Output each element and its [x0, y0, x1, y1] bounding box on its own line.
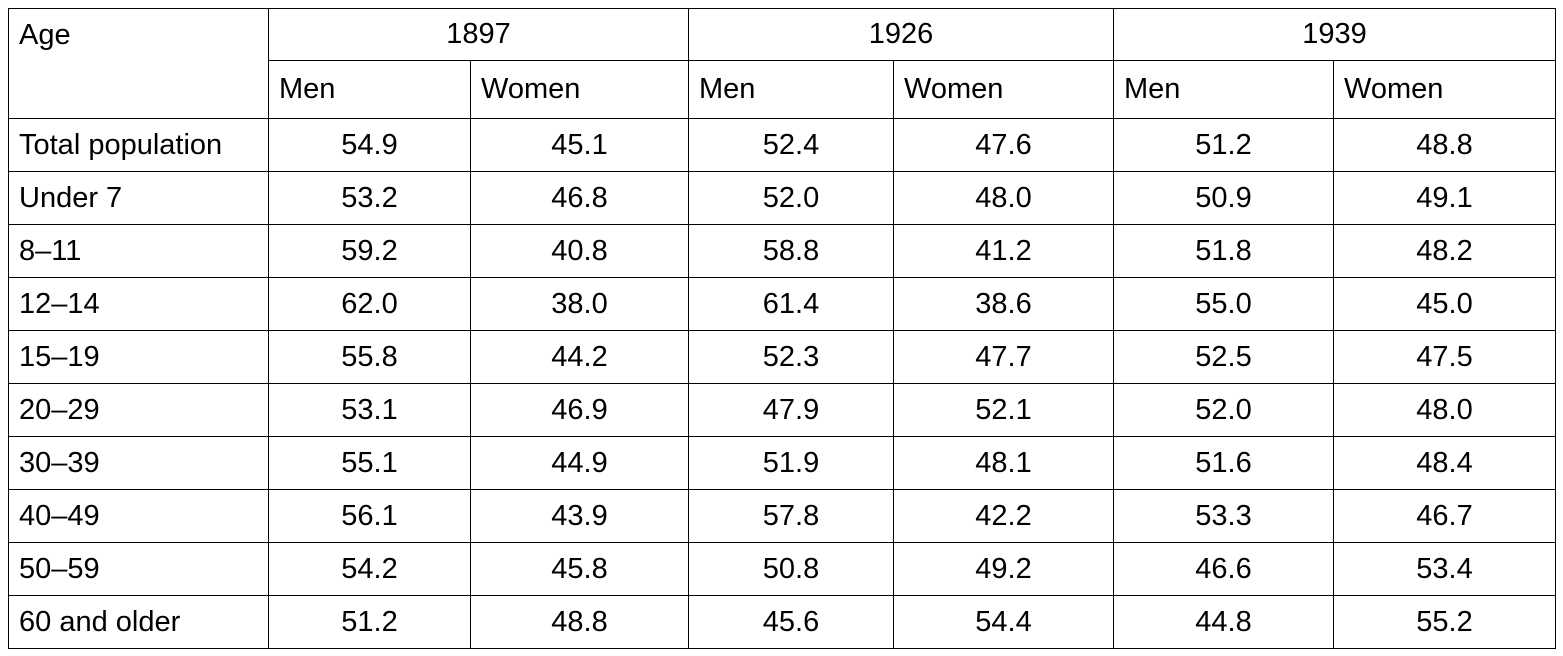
cell-value: 51.8: [1113, 224, 1334, 278]
cell-value: 41.2: [893, 224, 1114, 278]
cell-value: 52.0: [688, 171, 894, 225]
data-row: 30–39 55.1 44.9 51.9 48.1 51.6 48.4: [8, 436, 1556, 490]
row-label: 8–11: [8, 224, 269, 278]
cell-value: 46.6: [1113, 542, 1334, 596]
cell-value: 44.9: [470, 436, 689, 490]
row-label: 20–29: [8, 383, 269, 437]
row-label: 40–49: [8, 489, 269, 543]
row-label: 15–19: [8, 330, 269, 384]
row-label: Total population: [8, 118, 269, 172]
cell-value: 46.8: [470, 171, 689, 225]
cell-value: 51.2: [268, 595, 471, 649]
cell-value: 40.8: [470, 224, 689, 278]
cell-value: 54.9: [268, 118, 471, 172]
cell-value: 45.8: [470, 542, 689, 596]
cell-value: 48.2: [1333, 224, 1556, 278]
data-row: 12–14 62.0 38.0 61.4 38.6 55.0 45.0: [8, 277, 1556, 331]
cell-value: 51.9: [688, 436, 894, 490]
cell-value: 61.4: [688, 277, 894, 331]
header-row: Age 1897 1926 1939: [8, 8, 1556, 119]
row-label: 30–39: [8, 436, 269, 490]
data-row: 15–19 55.8 44.2 52.3 47.7 52.5 47.5: [8, 330, 1556, 384]
data-row: Under 7 53.2 46.8 52.0 48.0 50.9 49.1: [8, 171, 1556, 225]
cell-value: 55.2: [1333, 595, 1556, 649]
cell-value: 45.6: [688, 595, 894, 649]
sex-header: Men: [1113, 60, 1334, 119]
data-row: 60 and older 51.2 48.8 45.6 54.4 44.8 55.2: [8, 595, 1556, 649]
cell-value: 42.2: [893, 489, 1114, 543]
cell-value: 45.0: [1333, 277, 1556, 331]
cell-value: 47.7: [893, 330, 1114, 384]
cell-value: 51.6: [1113, 436, 1334, 490]
cell-value: 48.8: [1333, 118, 1556, 172]
cell-value: 38.0: [470, 277, 689, 331]
row-label: 50–59: [8, 542, 269, 596]
cell-value: 46.7: [1333, 489, 1556, 543]
cell-value: 53.4: [1333, 542, 1556, 596]
row-label: 12–14: [8, 277, 269, 331]
cell-value: 48.0: [1333, 383, 1556, 437]
data-row: 40–49 56.1 43.9 57.8 42.2 53.3 46.7: [8, 489, 1556, 543]
data-row: 20–29 53.1 46.9 47.9 52.1 52.0 48.0: [8, 383, 1556, 437]
cell-value: 52.3: [688, 330, 894, 384]
cell-value: 46.9: [470, 383, 689, 437]
cell-value: 55.8: [268, 330, 471, 384]
cell-value: 44.2: [470, 330, 689, 384]
table-body: Age 1897 1926 1939 Men Women Men Women Men Wome…: [8, 8, 1556, 649]
cell-value: 47.6: [893, 118, 1114, 172]
cell-value: 48.4: [1333, 436, 1556, 490]
row-label: Under 7: [8, 171, 269, 225]
cell-value: 50.9: [1113, 171, 1334, 225]
cell-value: 49.1: [1333, 171, 1556, 225]
cell-value: 43.9: [470, 489, 689, 543]
year-header: 1897: [268, 8, 689, 61]
cell-value: 53.2: [268, 171, 471, 225]
cell-value: 50.8: [688, 542, 894, 596]
cell-value: 47.5: [1333, 330, 1556, 384]
cell-value: 52.0: [1113, 383, 1334, 437]
sex-header: Women: [470, 60, 689, 119]
cell-value: 55.1: [268, 436, 471, 490]
cell-value: 44.8: [1113, 595, 1334, 649]
cell-value: 48.1: [893, 436, 1114, 490]
row-label: 60 and older: [8, 595, 269, 649]
corner-header: Age: [8, 8, 269, 119]
cell-value: 54.4: [893, 595, 1114, 649]
cell-value: 56.1: [268, 489, 471, 543]
cell-value: 48.8: [470, 595, 689, 649]
sex-header: Men: [688, 60, 894, 119]
data-row: 8–11 59.2 40.8 58.8 41.2 51.8 48.2: [8, 224, 1556, 278]
cell-value: 53.1: [268, 383, 471, 437]
cell-value: 52.1: [893, 383, 1114, 437]
cell-value: 53.3: [1113, 489, 1334, 543]
cell-value: 52.5: [1113, 330, 1334, 384]
cell-value: 62.0: [268, 277, 471, 331]
cell-value: 58.8: [688, 224, 894, 278]
cell-value: 45.1: [470, 118, 689, 172]
sex-header: Men: [268, 60, 471, 119]
data-row: 50–59 54.2 45.8 50.8 49.2 46.6 53.4: [8, 542, 1556, 596]
sex-header: Women: [1333, 60, 1556, 119]
sex-header: Women: [893, 60, 1114, 119]
cell-value: 38.6: [893, 277, 1114, 331]
data-row: Total population 54.9 45.1 52.4 47.6 51.2 48.8: [8, 118, 1556, 172]
data-table: Age 1897 1926 1939 Men Women Men Women Men Wome…: [8, 8, 1556, 649]
cell-value: 51.2: [1113, 118, 1334, 172]
cell-value: 54.2: [268, 542, 471, 596]
cell-value: 47.9: [688, 383, 894, 437]
year-header: 1926: [688, 8, 1114, 61]
cell-value: 49.2: [893, 542, 1114, 596]
year-header: 1939: [1113, 8, 1556, 61]
cell-value: 57.8: [688, 489, 894, 543]
cell-value: 48.0: [893, 171, 1114, 225]
cell-value: 59.2: [268, 224, 471, 278]
cell-value: 52.4: [688, 118, 894, 172]
cell-value: 55.0: [1113, 277, 1334, 331]
